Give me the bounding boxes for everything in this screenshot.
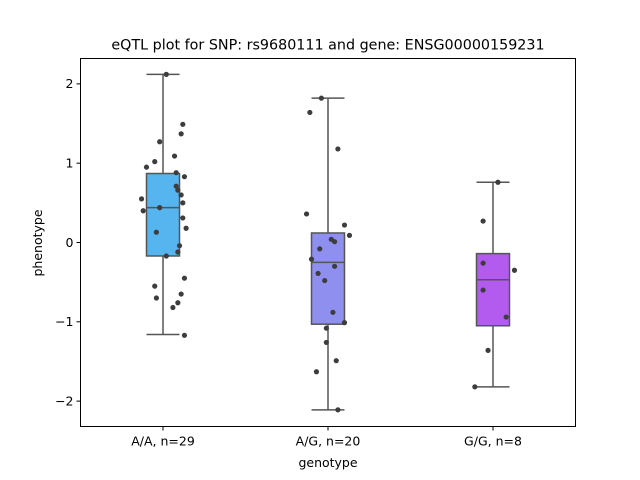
data-point: [333, 358, 339, 364]
data-point: [178, 192, 184, 198]
data-point: [152, 159, 158, 165]
x-tick-label: A/G, n=20: [296, 434, 361, 449]
box-iqr: [145, 172, 181, 257]
data-point: [181, 332, 188, 338]
data-point: [173, 183, 179, 189]
data-point: [178, 131, 184, 137]
data-point: [175, 187, 181, 193]
data-point: [332, 263, 338, 269]
data-point: [180, 121, 186, 127]
data-point: [181, 174, 188, 180]
data-point: [173, 170, 179, 176]
data-point: [163, 71, 169, 77]
data-point: [315, 270, 321, 277]
data-point: [153, 229, 159, 235]
box-iqr: [310, 232, 346, 325]
data-point: [180, 200, 186, 206]
data-point: [153, 295, 159, 301]
y-axis-label: phenotype: [30, 209, 45, 276]
data-point: [157, 139, 163, 145]
data-point: [346, 232, 353, 238]
data-point: [175, 249, 181, 255]
data-point: [175, 300, 181, 306]
y-tick-label: 2: [66, 76, 74, 91]
plot-frame: [80, 58, 576, 427]
data-point: [183, 225, 189, 231]
data-point: [303, 211, 310, 217]
data-point: [170, 304, 176, 311]
data-point: [341, 320, 348, 326]
data-point: [181, 275, 188, 281]
data-point: [335, 407, 341, 413]
data-point: [163, 253, 169, 259]
data-point: [180, 215, 186, 221]
y-tick-label: −2: [55, 393, 73, 408]
data-point: [318, 95, 324, 101]
data-point: [138, 196, 145, 202]
data-point: [323, 339, 329, 346]
data-point: [495, 179, 501, 185]
data-point: [323, 325, 329, 331]
data-point: [480, 260, 486, 266]
data-point: [140, 208, 146, 214]
y-tick-label: −1: [55, 314, 73, 329]
data-point: [335, 146, 341, 152]
data-point: [332, 239, 338, 245]
data-point: [178, 291, 184, 297]
data-point: [511, 267, 518, 273]
data-point: [503, 314, 509, 320]
data-point: [152, 283, 158, 289]
data-point: [157, 205, 163, 211]
x-tick-label: A/A, n=29: [131, 434, 195, 449]
data-point: [317, 246, 323, 252]
data-point: [313, 369, 320, 375]
x-tick-label: G/G, n=8: [464, 434, 522, 449]
chart-title: eQTL plot for SNP: rs9680111 and gene: E…: [111, 38, 544, 54]
data-point: [176, 243, 183, 249]
data-point: [480, 287, 486, 293]
data-point: [485, 347, 491, 353]
data-point: [480, 218, 486, 224]
data-point: [472, 384, 478, 390]
data-point: [171, 153, 178, 159]
data-point: [322, 277, 328, 284]
y-tick-label: 1: [66, 155, 74, 170]
data-point: [143, 164, 150, 170]
data-point: [341, 222, 348, 228]
data-point: [307, 109, 313, 116]
data-point: [308, 256, 315, 262]
x-axis-label: genotype: [298, 455, 357, 470]
y-tick-label: 0: [66, 235, 74, 250]
data-point: [330, 309, 336, 315]
